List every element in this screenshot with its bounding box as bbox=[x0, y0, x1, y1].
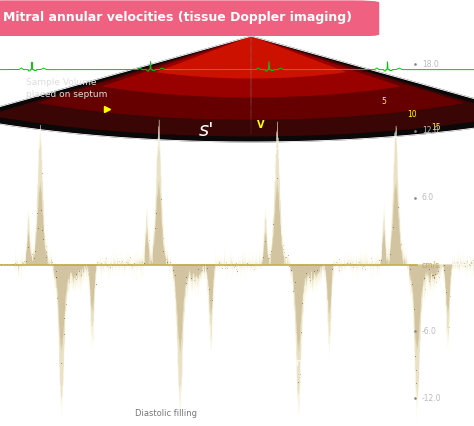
FancyBboxPatch shape bbox=[0, 0, 379, 37]
Wedge shape bbox=[0, 36, 474, 142]
Text: 12.0: 12.0 bbox=[422, 127, 438, 135]
Text: V: V bbox=[257, 120, 264, 130]
Wedge shape bbox=[37, 36, 465, 120]
Text: cm/s: cm/s bbox=[422, 260, 440, 269]
Text: s': s' bbox=[199, 121, 215, 141]
Text: -12.0: -12.0 bbox=[422, 394, 441, 403]
Wedge shape bbox=[0, 36, 474, 136]
Text: 10: 10 bbox=[408, 110, 417, 119]
Text: a': a' bbox=[215, 354, 230, 371]
Text: 6.0: 6.0 bbox=[422, 193, 434, 202]
Text: -6.0: -6.0 bbox=[422, 327, 437, 336]
Text: Sample Volume
placed on septum: Sample Volume placed on septum bbox=[26, 78, 108, 99]
Text: 18.0: 18.0 bbox=[422, 60, 438, 69]
Text: Atrial contraction: Atrial contraction bbox=[256, 357, 340, 368]
Text: 5: 5 bbox=[382, 97, 386, 106]
Text: Mitral annular velocities (tissue Doppler imaging): Mitral annular velocities (tissue Dopple… bbox=[3, 11, 352, 24]
Text: 15: 15 bbox=[431, 123, 441, 132]
Text: e': e' bbox=[158, 361, 173, 379]
Wedge shape bbox=[156, 36, 346, 78]
Text: Diastolic filling: Diastolic filling bbox=[135, 409, 197, 418]
Text: Systolic motion: Systolic motion bbox=[206, 146, 281, 156]
Wedge shape bbox=[102, 36, 401, 98]
